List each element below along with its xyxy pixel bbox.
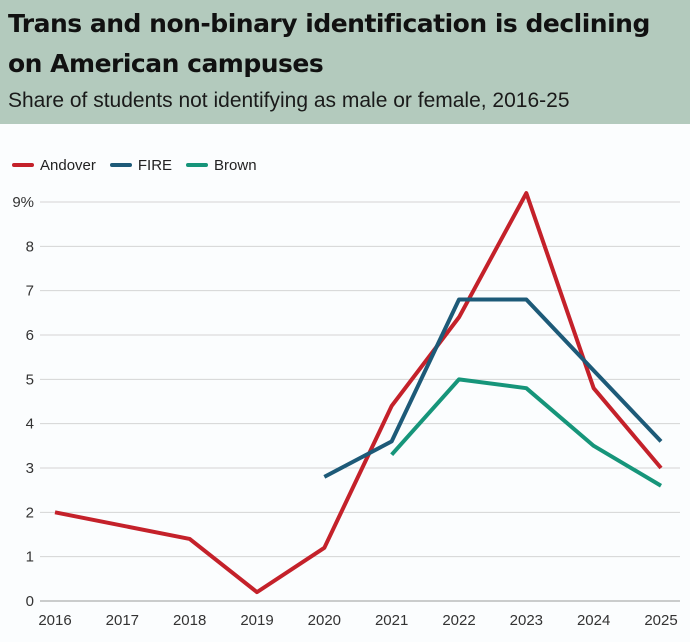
y-tick-label: 4 [26, 416, 34, 433]
chart-header: Trans and non-binary identification is d… [0, 0, 690, 124]
chart-title: Trans and non-binary identification is d… [8, 9, 650, 78]
legend-item-andover: Andover [12, 157, 96, 174]
y-tick-label: 7 [26, 283, 34, 300]
series-lines [54, 191, 663, 595]
x-tick-label: 2019 [240, 612, 273, 629]
plot-area [0, 124, 690, 642]
x-tick-label: 2024 [577, 612, 610, 629]
legend-label-brown: Brown [214, 156, 257, 174]
series-line-andover [54, 191, 663, 595]
x-tick-label: 2022 [442, 612, 475, 629]
legend-swatch-andover [12, 163, 34, 167]
legend-item-fire: FIRE [109, 156, 173, 174]
y-tick-label: 3 [26, 460, 34, 477]
x-tick-label: 2018 [173, 612, 206, 629]
y-tick-label: 8 [26, 238, 34, 255]
y-tick-label: 9% [12, 194, 34, 211]
x-tick-label: 2021 [375, 612, 408, 629]
legend-swatch-brown [186, 163, 209, 167]
y-tick-label: 5 [26, 371, 34, 388]
legend-label-andover: Andover [40, 156, 96, 174]
legend-label-fire: FIRE [137, 156, 173, 174]
y-axis-ticks: 0 1 2 3 4 5 6 7 8 9% [12, 194, 34, 610]
y-tick-label: 0 [26, 593, 34, 610]
gridlines [40, 201, 680, 602]
chart-subtitle: Share of students not identifying as mal… [8, 89, 570, 112]
series-line-fire [323, 297, 663, 479]
x-tick-label: 2025 [644, 612, 677, 629]
legend: Andover FIRE Brown [12, 155, 271, 175]
series-line-brown [390, 377, 663, 488]
y-tick-label: 2 [26, 504, 34, 521]
legend-swatch-fire [109, 163, 132, 167]
x-tick-label: 2020 [308, 612, 341, 629]
y-tick-label: 6 [26, 327, 34, 344]
x-axis-ticks: 2016 2017 2018 2019 2020 2021 2022 2023 2024 2025 [38, 612, 677, 629]
legend-item-brown: Brown [186, 157, 257, 174]
x-tick-label: 2016 [38, 612, 71, 629]
x-tick-label: 2023 [510, 612, 543, 629]
y-tick-label: 1 [26, 549, 34, 566]
x-tick-label: 2017 [106, 612, 139, 629]
